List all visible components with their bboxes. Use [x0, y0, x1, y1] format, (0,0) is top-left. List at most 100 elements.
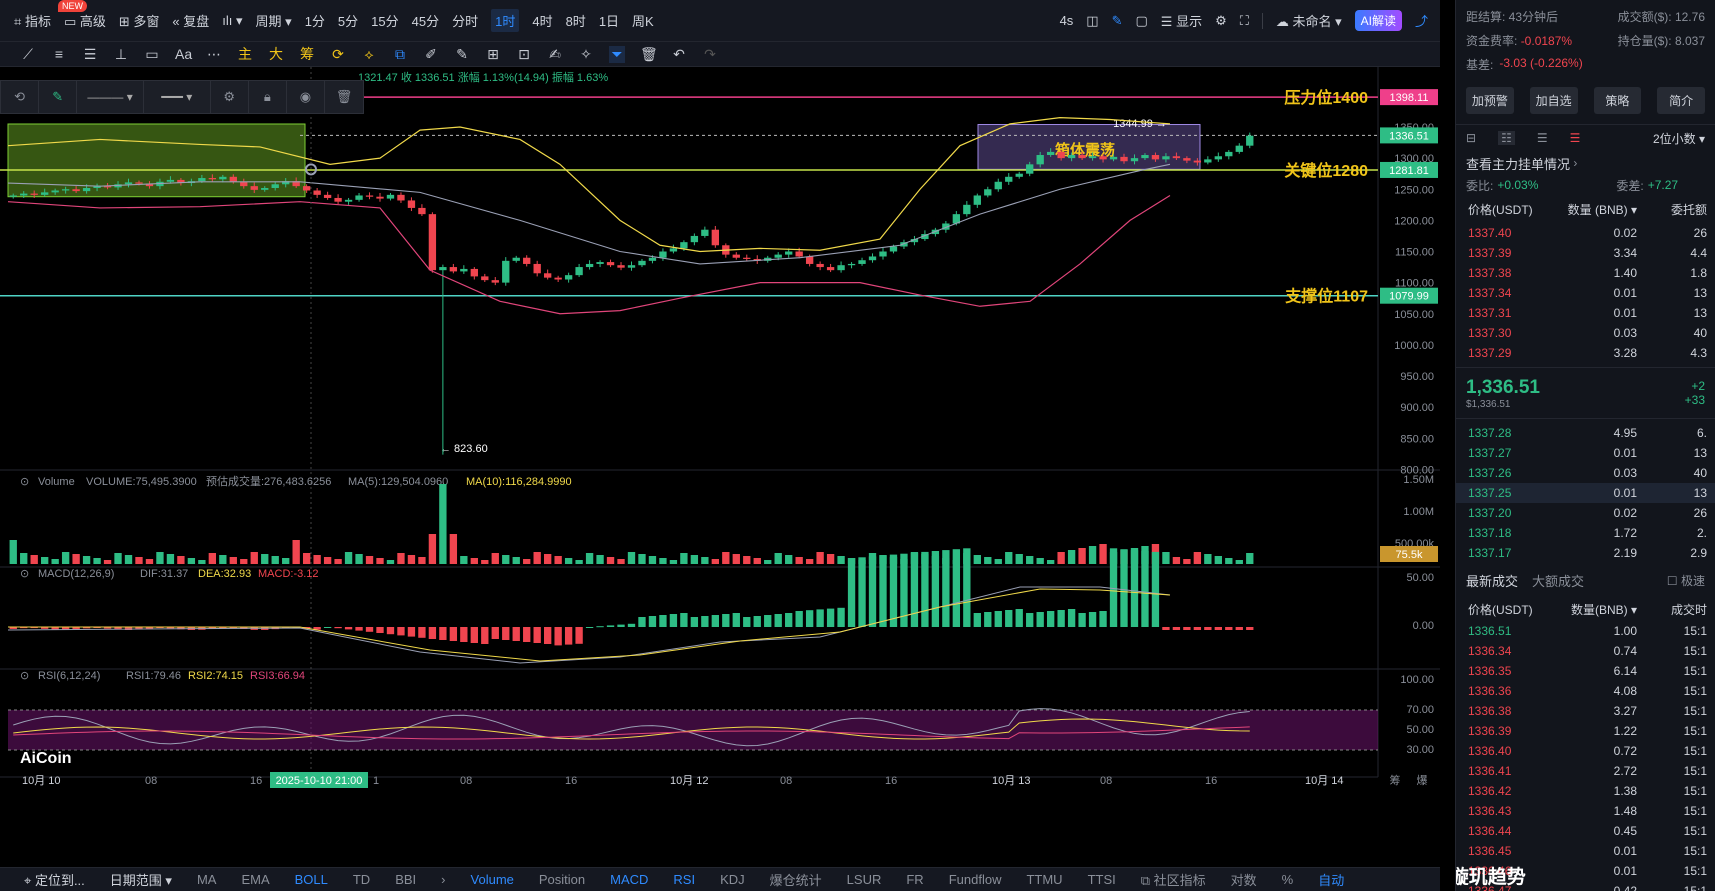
ob-header-qty[interactable]: 数量 (BNB) ▾	[1567, 202, 1637, 217]
trade-row[interactable]: 1336.40 0.72 15:1	[1456, 741, 1715, 761]
indicator-ma[interactable]: MA	[196, 872, 217, 887]
add-alert-button[interactable]: 加预警	[1466, 87, 1514, 114]
tab-latest-trades[interactable]: 最新成交	[1466, 573, 1519, 589]
trade-row[interactable]: 1336.38 3.27 15:1	[1456, 701, 1715, 721]
trades-header-qty[interactable]: 数量(BNB) ▾	[1570, 602, 1637, 617]
bid-row[interactable]: 1337.27 0.01 13	[1456, 443, 1715, 463]
sub-indicator-position[interactable]: Position	[538, 872, 586, 887]
book-bids-icon[interactable]: ☰	[1569, 131, 1581, 145]
ask-row[interactable]: 1337.40 0.02 26	[1456, 223, 1715, 243]
pen-icon[interactable]: ✎	[1111, 12, 1123, 28]
percent-scale-toggle[interactable]: %	[1281, 872, 1294, 887]
interval-1d[interactable]: 1日	[598, 14, 620, 29]
undo-icon[interactable]: ↶	[673, 45, 685, 62]
interval-5m[interactable]: 5分	[337, 14, 359, 29]
workspace-dropdown[interactable]: ☁ 未命名 ▾	[1275, 14, 1342, 29]
lock-tool-icon[interactable]: ⊡	[518, 45, 530, 62]
layout-icon[interactable]: ▢	[1135, 12, 1148, 28]
sub-indicator-rsi[interactable]: RSI	[673, 872, 696, 887]
trade-row[interactable]: 1336.44 0.45 15:1	[1456, 821, 1715, 841]
sub-indicator-fr[interactable]: FR	[906, 872, 924, 887]
bid-row[interactable]: 1337.25 0.01 13	[1456, 483, 1715, 503]
main-orders-link[interactable]: 查看主力挂单情况 ›	[1456, 151, 1715, 175]
measure-tool-icon[interactable]: ⟡	[364, 45, 374, 62]
refresh-interval[interactable]: 4s	[1059, 13, 1074, 28]
auto-scale-toggle[interactable]: 自动	[1318, 873, 1345, 888]
line-width-dropdown[interactable]: ━━━ ▾	[144, 81, 211, 113]
sub-indicator-fundflow[interactable]: Fundflow	[948, 872, 1002, 887]
intro-button[interactable]: 简介	[1657, 87, 1705, 114]
multi-window-button[interactable]: ⊞ 多窗	[118, 14, 160, 29]
filter-tool-icon[interactable]: ⏷	[609, 45, 625, 63]
big-order-tool-icon[interactable]: 大	[269, 46, 283, 62]
trade-row[interactable]: 1336.39 1.22 15:1	[1456, 721, 1715, 741]
trade-row[interactable]: 1336.43 1.48 15:1	[1456, 801, 1715, 821]
bid-row[interactable]: 1337.18 1.72 2.	[1456, 523, 1715, 543]
ask-row[interactable]: 1337.38 1.40 1.8	[1456, 263, 1715, 283]
interval-1w[interactable]: 周K	[632, 14, 654, 29]
ask-row[interactable]: 1337.34 0.01 13	[1456, 283, 1715, 303]
sub-indicator-kdj[interactable]: KDJ	[720, 872, 745, 887]
parallel-lines-tool-icon[interactable]: ≡	[54, 46, 64, 62]
period-dropdown[interactable]: 周期 ▾	[255, 14, 292, 29]
tab-large-trades[interactable]: 大额成交	[1532, 573, 1585, 589]
community-indicators-button[interactable]: ⧉ 社区指标	[1140, 873, 1206, 888]
indicator-ema[interactable]: EMA	[241, 872, 270, 887]
trade-row[interactable]: 1336.45 0.01 15:1	[1456, 841, 1715, 861]
add-watchlist-button[interactable]: 加自选	[1529, 87, 1578, 114]
indicator-td[interactable]: TD	[352, 872, 371, 887]
chart-type-button[interactable]: ılı ▾	[222, 12, 243, 28]
indicator-bbi[interactable]: BBI	[395, 872, 417, 887]
chip-tool-icon[interactable]: 筹	[300, 46, 314, 62]
interval-1m[interactable]: 1分	[304, 14, 325, 29]
bid-row[interactable]: 1337.20 0.02 26	[1456, 503, 1715, 523]
rectangle-tool-icon[interactable]: ▭	[145, 45, 159, 62]
strategy-button[interactable]: 策略	[1593, 87, 1642, 114]
trade-row[interactable]: 1336.35 6.14 15:1	[1456, 661, 1715, 681]
book-split-icon[interactable]: ☷	[1498, 131, 1515, 145]
trade-row[interactable]: 1336.47 0.42 15:1	[1456, 881, 1715, 891]
interval-1h[interactable]: 1时	[491, 9, 520, 32]
interval-timeshare[interactable]: 分时	[452, 14, 479, 29]
settings-gear-icon[interactable]: ⚙	[1215, 12, 1227, 28]
compare-tool-icon[interactable]: ⊞	[487, 45, 499, 62]
copy-tool-icon[interactable]: ⧉	[395, 45, 405, 62]
float-eye-icon[interactable]: ◉	[287, 81, 325, 113]
sub-indicator-liquidation[interactable]: 爆仓统计	[769, 873, 822, 888]
main-chart-tool-icon[interactable]: 主	[238, 46, 252, 62]
camera-icon[interactable]: ◫	[1086, 12, 1099, 28]
sub-indicator-ttsi[interactable]: TTSI	[1087, 872, 1116, 887]
delete-tool-icon[interactable]: 🗑	[640, 45, 658, 62]
book-asks-icon[interactable]: ☰	[1536, 131, 1548, 145]
interval-8h[interactable]: 8时	[565, 14, 586, 29]
trendline-tool-icon[interactable]: ⟋	[23, 45, 33, 62]
float-settings-icon[interactable]: ⚙	[211, 81, 249, 113]
sub-indicator-lsur[interactable]: LSUR	[846, 872, 882, 887]
locate-button[interactable]: ⌖ 定位到...	[24, 873, 85, 888]
cycle-tool-icon[interactable]: ⟳	[332, 45, 344, 62]
ask-row[interactable]: 1337.30 0.03 40	[1456, 323, 1715, 343]
fast-checkbox[interactable]: ☐ 极速	[1666, 573, 1705, 588]
sub-indicator-macd[interactable]: MACD	[610, 872, 649, 887]
ask-row[interactable]: 1337.39 3.34 4.4	[1456, 243, 1715, 263]
trade-row[interactable]: 1336.36 4.08 15:1	[1456, 681, 1715, 701]
bid-row[interactable]: 1337.26 0.03 40	[1456, 463, 1715, 483]
sub-indicator-volume[interactable]: Volume	[470, 872, 514, 887]
text-tool-icon[interactable]: Aa	[175, 46, 193, 62]
indicators-button[interactable]: ⌗ 指标	[14, 14, 51, 29]
more-tools-icon[interactable]: ⋯	[207, 45, 221, 62]
line-style-dropdown[interactable]: ——— ▾	[77, 81, 144, 113]
advanced-button[interactable]: ▭ 高级	[63, 14, 106, 29]
ai-read-button[interactable]: AI解读	[1354, 10, 1402, 31]
redo-icon[interactable]: ↷	[704, 45, 716, 62]
replay-button[interactable]: « 复盘	[172, 14, 210, 29]
indicator-boll[interactable]: BOLL	[294, 872, 328, 887]
trade-row[interactable]: 1336.41 2.72 15:1	[1456, 761, 1715, 781]
trade-row[interactable]: 1336.46 0.01 15:1	[1456, 861, 1715, 881]
note-tool-icon[interactable]: ✍	[549, 45, 561, 62]
interval-45m[interactable]: 45分	[411, 14, 440, 29]
interval-15m[interactable]: 15分	[371, 14, 399, 29]
highlighter-tool-icon[interactable]: ✎	[456, 45, 468, 62]
sub-indicator-ttmu[interactable]: TTMU	[1026, 872, 1063, 887]
indicator-more-chevron-icon[interactable]: ›	[441, 872, 446, 887]
